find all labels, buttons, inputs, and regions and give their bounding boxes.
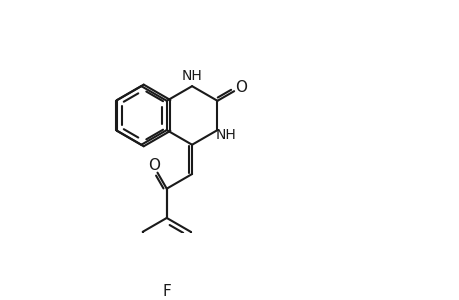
Text: F: F: [162, 284, 171, 299]
Text: O: O: [147, 158, 159, 173]
Text: O: O: [234, 80, 246, 95]
Text: NH: NH: [181, 69, 202, 83]
Text: NH: NH: [215, 128, 236, 142]
